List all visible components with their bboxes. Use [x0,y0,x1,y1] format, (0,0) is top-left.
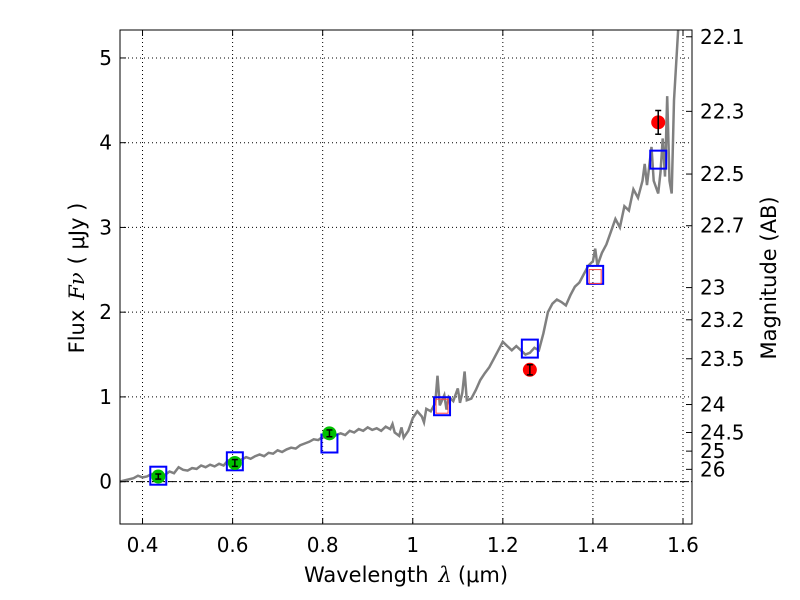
y-tick-label: 0 [99,470,112,494]
x-tick-label: 0.4 [127,533,159,557]
magnitude-tick-label: 23.2 [700,308,745,332]
magnitude-tick-label: 22.5 [700,162,745,186]
model-photometry-box [649,149,668,170]
magnitude-tick-label: 25 [700,439,725,463]
y-axis-label: FluxFν( μJy ) [65,203,89,354]
x-tick-label: 0.6 [217,533,249,557]
magnitude-tick-label: 26 [700,457,725,481]
x-tick-label: 1 [406,533,419,557]
model-photometry-box [520,338,539,359]
magnitude-tick-label: 23.5 [700,347,745,371]
x-tick-label: 1.2 [487,533,519,557]
x-tick-label: 0.8 [307,533,339,557]
plot-area [120,30,680,486]
x-tick-label: 1.6 [667,533,699,557]
magnitude-axis-label: Magnitude (AB) [757,196,781,359]
plot-frame [119,29,693,525]
x-tick-label: 1.4 [577,533,609,557]
x-axis: 0.4 0.6 0.8 1 1.2 1.4 1.6 [127,30,699,557]
y-tick-label: 2 [99,300,112,324]
magnitude-tick-label: 22.7 [700,214,745,238]
magnitude-tick-label: 24 [700,393,725,417]
magnitude-tick-label: 24.5 [700,420,745,444]
x-axis-label: Wavelength λ (μm) [304,563,508,587]
model-photometry-box [225,451,244,472]
magnitude-tick-label: 22.1 [700,25,745,49]
model-photometry-box [149,465,168,486]
model-photometry-box [433,396,452,417]
y-tick-label: 4 [99,131,112,155]
magnitude-tick-label: 23 [700,276,725,300]
y-axis: 0 1 2 3 4 5 [99,46,126,494]
y-tick-label: 5 [99,46,112,70]
y-tick-label: 3 [99,215,112,239]
model-photometry-inner-box [435,398,449,414]
y-tick-label: 1 [99,385,112,409]
model-photometry-inner-box [588,269,602,285]
magnitude-tick-label: 22.3 [700,99,745,123]
